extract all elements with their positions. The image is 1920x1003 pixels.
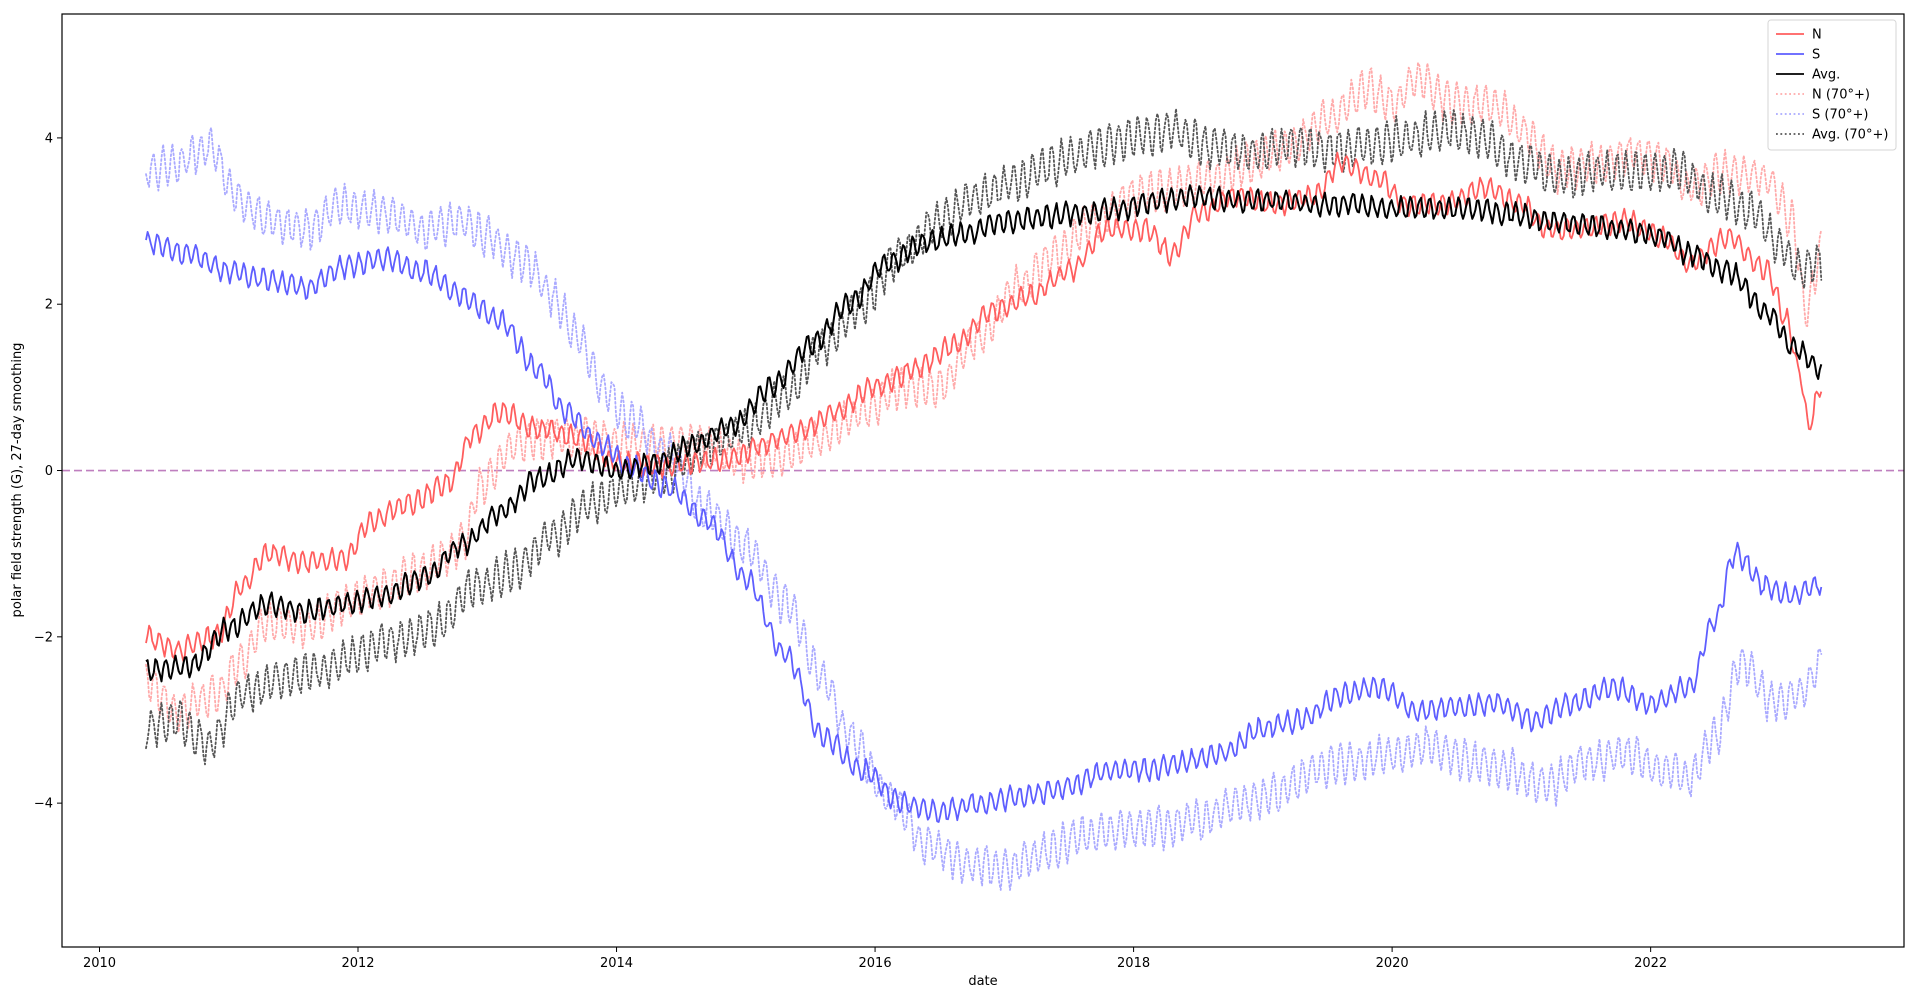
x-tick-label: 2016 — [859, 956, 892, 971]
series-line-s — [145, 230, 1823, 823]
series-line-n — [145, 151, 1823, 662]
y-tick-label: 4 — [45, 131, 53, 146]
series-line-avg — [145, 184, 1823, 683]
legend-label: N — [1812, 28, 1822, 43]
legend-label: Avg. — [1812, 68, 1840, 83]
y-tick-label: −4 — [34, 797, 53, 812]
x-tick-label: 2012 — [341, 956, 374, 971]
series-line-avg-70 — [145, 107, 1823, 766]
x-tick-label: 2020 — [1376, 956, 1409, 971]
legend-label: S — [1812, 48, 1820, 63]
x-tick-label: 2010 — [83, 956, 116, 971]
legend-item: S (70°+) — [1776, 108, 1868, 123]
legend-item: N (70°+) — [1776, 88, 1870, 103]
legend-item: S — [1776, 48, 1820, 63]
y-tick-label: −2 — [34, 630, 53, 645]
legend-label: S (70°+) — [1812, 108, 1868, 123]
legend-item: N — [1776, 28, 1822, 43]
legend: NS Avg. N (70°+) S (70°+) Avg. (70°+) — [1767, 19, 1897, 151]
x-axis-label: date — [968, 974, 997, 989]
series-line-s-70 — [145, 126, 1823, 891]
legend-box — [1767, 19, 1897, 151]
y-tick-label: 2 — [45, 298, 53, 313]
legend-label: N (70°+) — [1812, 88, 1870, 103]
x-axis-ticks: 2010 2012 2014 2016 2018 2020 2022 — [83, 947, 1667, 971]
plot-area — [62, 61, 1904, 891]
x-tick-label: 2014 — [600, 956, 633, 971]
series-line-n-70 — [145, 61, 1823, 734]
x-tick-label: 2018 — [1117, 956, 1150, 971]
y-axis-label: polar field strength (G), 27-day smoothi… — [10, 343, 25, 618]
x-tick-label: 2022 — [1634, 956, 1667, 971]
axes-frame — [61, 13, 1905, 948]
legend-label: Avg. (70°+) — [1812, 128, 1888, 143]
y-axis-ticks: −4 −2 0 2 4 — [34, 131, 62, 812]
legend-item: Avg. (70°+) — [1776, 128, 1888, 143]
legend-item: Avg. — [1776, 68, 1840, 83]
y-tick-label: 0 — [45, 464, 53, 479]
